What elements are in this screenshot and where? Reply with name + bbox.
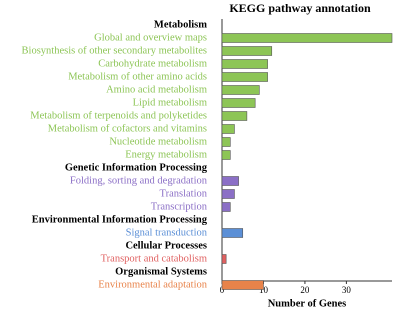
group-label: Organismal Systems (115, 266, 207, 277)
bar (221, 176, 239, 186)
bar (221, 137, 231, 147)
bar (221, 124, 235, 134)
group-label: Metabolism (154, 19, 207, 30)
category-label: Nucleotide metabolism (109, 136, 207, 147)
x-tick-label: 30 (342, 285, 352, 295)
category-label: Metabolism of terpenoids and polyketides (30, 110, 207, 121)
bar (221, 280, 264, 290)
bar (221, 202, 231, 212)
bar (221, 228, 244, 238)
category-label: Folding, sorting and degradation (70, 175, 208, 186)
category-label: Environmental adaptation (98, 279, 208, 290)
category-label: Metabolism of other amino acids (68, 71, 207, 82)
bar (221, 111, 248, 121)
bar (221, 33, 393, 43)
bar (221, 150, 231, 160)
bar (221, 189, 235, 199)
x-tick-label: 10 (259, 285, 269, 295)
group-label: Genetic Information Processing (65, 162, 208, 173)
x-axis-label: Number of Genes (268, 298, 347, 309)
group-label: Cellular Processes (125, 240, 207, 251)
bar (221, 85, 260, 95)
category-label: Transport and catabolism (101, 253, 207, 264)
category-label: Translation (160, 188, 208, 199)
category-label: Lipid metabolism (133, 97, 207, 108)
group-label: Environmental Information Processing (32, 214, 208, 225)
category-label: Amino acid metabolism (106, 84, 207, 95)
bar (221, 98, 256, 108)
x-tick-label: 0 (220, 285, 225, 295)
bar (221, 59, 268, 69)
category-label: Global and overview maps (94, 32, 207, 43)
category-label: Carbohydrate metabolism (98, 58, 207, 69)
bar (221, 46, 273, 56)
x-tick-label: 20 (300, 285, 310, 295)
chart-title: KEGG pathway annotation (229, 1, 371, 15)
category-label: Metabolism of cofactors and vitamins (48, 123, 207, 134)
bar (221, 254, 227, 264)
category-label: Energy metabolism (125, 149, 207, 160)
category-label: Transcription (151, 201, 208, 212)
category-label: Biosynthesis of other secondary metaboli… (22, 45, 207, 56)
bar (221, 72, 268, 82)
category-label: Signal transduction (126, 227, 208, 238)
